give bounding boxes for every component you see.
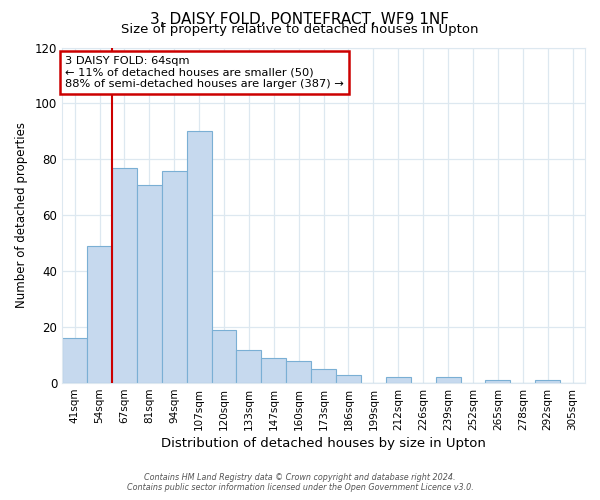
Bar: [236, 350, 262, 383]
Bar: [87, 246, 112, 383]
Text: Contains HM Land Registry data © Crown copyright and database right 2024.
Contai: Contains HM Land Registry data © Crown c…: [127, 473, 473, 492]
Bar: [262, 358, 286, 383]
Bar: [137, 184, 162, 383]
Bar: [535, 380, 560, 383]
X-axis label: Distribution of detached houses by size in Upton: Distribution of detached houses by size …: [161, 437, 486, 450]
Bar: [187, 132, 212, 383]
Text: 3, DAISY FOLD, PONTEFRACT, WF9 1NF: 3, DAISY FOLD, PONTEFRACT, WF9 1NF: [151, 12, 449, 28]
Bar: [162, 170, 187, 383]
Bar: [212, 330, 236, 383]
Text: Size of property relative to detached houses in Upton: Size of property relative to detached ho…: [121, 22, 479, 36]
Bar: [286, 360, 311, 383]
Bar: [311, 369, 336, 383]
Bar: [62, 338, 87, 383]
Bar: [436, 378, 461, 383]
Y-axis label: Number of detached properties: Number of detached properties: [15, 122, 28, 308]
Text: 3 DAISY FOLD: 64sqm
← 11% of detached houses are smaller (50)
88% of semi-detach: 3 DAISY FOLD: 64sqm ← 11% of detached ho…: [65, 56, 343, 89]
Bar: [112, 168, 137, 383]
Bar: [386, 378, 411, 383]
Bar: [485, 380, 511, 383]
Bar: [336, 374, 361, 383]
